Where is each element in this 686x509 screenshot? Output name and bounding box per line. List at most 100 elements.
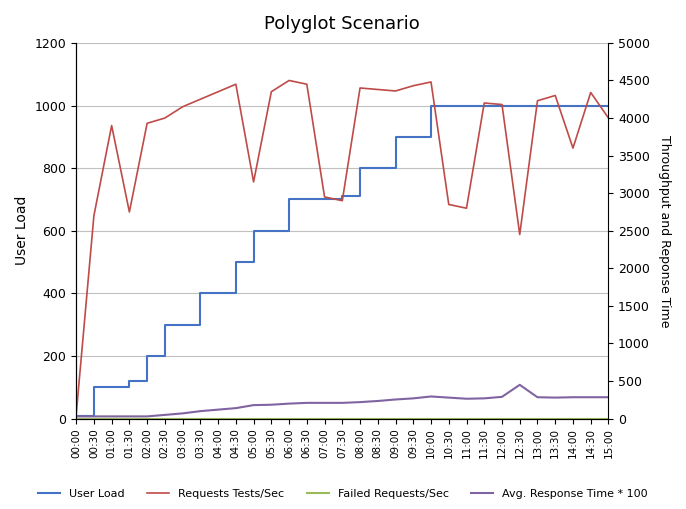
Avg. Response Time * 100 [232,405,240,411]
Failed Requests/Sec [409,415,417,421]
Failed Requests/Sec [569,415,577,421]
Failed Requests/Sec [126,415,134,421]
User Load [569,102,577,108]
Line: Avg. Response Time * 100: Avg. Response Time * 100 [76,385,608,416]
Failed Requests/Sec [338,415,346,421]
Y-axis label: User Load: User Load [15,196,29,266]
Legend: User Load, Requests Tests/Sec, Failed Requests/Sec, Avg. Response Time * 100: User Load, Requests Tests/Sec, Failed Re… [34,485,652,503]
Avg. Response Time * 100 [551,394,559,401]
Failed Requests/Sec [108,415,116,421]
Requests Tests/Sec [516,232,524,238]
User Load [232,259,240,265]
Avg. Response Time * 100 [250,402,258,408]
User Load [356,165,364,171]
User Load [250,228,258,234]
Requests Tests/Sec [356,85,364,91]
Failed Requests/Sec [268,415,276,421]
Failed Requests/Sec [356,415,364,421]
Avg. Response Time * 100 [338,400,346,406]
Requests Tests/Sec [551,93,559,99]
Avg. Response Time * 100 [214,407,222,413]
Requests Tests/Sec [374,87,382,93]
Avg. Response Time * 100 [72,413,80,419]
User Load [126,378,134,384]
Avg. Response Time * 100 [604,394,613,400]
User Load [338,193,346,200]
Requests Tests/Sec [90,213,98,219]
Avg. Response Time * 100 [196,408,204,414]
Avg. Response Time * 100 [303,400,311,406]
User Load [427,102,435,108]
User Load [214,290,222,296]
Failed Requests/Sec [516,415,524,421]
User Load [178,322,187,328]
Avg. Response Time * 100 [409,395,417,402]
Requests Tests/Sec [108,123,116,129]
Avg. Response Time * 100 [480,395,488,402]
Failed Requests/Sec [90,415,98,421]
Requests Tests/Sec [72,412,80,418]
User Load [303,196,311,203]
User Load [462,102,471,108]
User Load [268,228,276,234]
User Load [320,196,329,203]
User Load [551,102,559,108]
Failed Requests/Sec [498,415,506,421]
Failed Requests/Sec [374,415,382,421]
Failed Requests/Sec [445,415,453,421]
User Load [196,290,204,296]
Avg. Response Time * 100 [427,393,435,400]
Avg. Response Time * 100 [268,402,276,408]
Requests Tests/Sec [178,104,187,110]
Failed Requests/Sec [196,415,204,421]
Failed Requests/Sec [161,415,169,421]
Failed Requests/Sec [72,415,80,421]
Failed Requests/Sec [320,415,329,421]
User Load [516,102,524,108]
User Load [143,353,151,359]
Failed Requests/Sec [551,415,559,421]
Requests Tests/Sec [533,98,541,104]
Avg. Response Time * 100 [356,399,364,405]
Avg. Response Time * 100 [143,413,151,419]
Avg. Response Time * 100 [161,412,169,418]
Avg. Response Time * 100 [126,413,134,419]
User Load [587,102,595,108]
User Load [533,102,541,108]
Requests Tests/Sec [587,90,595,96]
Requests Tests/Sec [232,81,240,87]
Requests Tests/Sec [285,77,293,83]
Avg. Response Time * 100 [320,400,329,406]
Failed Requests/Sec [462,415,471,421]
User Load [90,384,98,390]
User Load [161,322,169,328]
User Load [409,134,417,140]
Requests Tests/Sec [320,194,329,200]
Requests Tests/Sec [427,79,435,85]
Failed Requests/Sec [214,415,222,421]
Failed Requests/Sec [604,415,613,421]
Failed Requests/Sec [392,415,400,421]
User Load [445,102,453,108]
User Load [108,384,116,390]
User Load [285,196,293,203]
Line: Requests Tests/Sec: Requests Tests/Sec [76,80,608,415]
Avg. Response Time * 100 [108,413,116,419]
Requests Tests/Sec [445,202,453,208]
User Load [374,165,382,171]
Requests Tests/Sec [569,145,577,151]
Requests Tests/Sec [498,101,506,107]
User Load [604,102,613,108]
Failed Requests/Sec [285,415,293,421]
Title: Polyglot Scenario: Polyglot Scenario [264,15,420,33]
User Load [392,134,400,140]
User Load [480,102,488,108]
Avg. Response Time * 100 [392,397,400,403]
Failed Requests/Sec [587,415,595,421]
Requests Tests/Sec [268,89,276,95]
Failed Requests/Sec [232,415,240,421]
Failed Requests/Sec [480,415,488,421]
Failed Requests/Sec [427,415,435,421]
Avg. Response Time * 100 [178,410,187,416]
Failed Requests/Sec [250,415,258,421]
